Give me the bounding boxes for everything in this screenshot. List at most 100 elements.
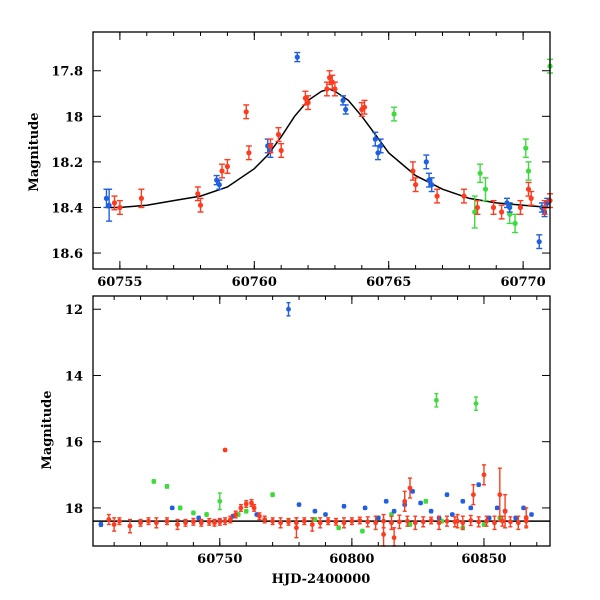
top-data-point bbox=[278, 147, 284, 154]
top-data-point bbox=[482, 186, 489, 192]
top-data-point bbox=[361, 104, 368, 110]
bottom-data-point bbox=[365, 519, 371, 525]
bottom-data-point bbox=[164, 484, 170, 489]
bottom-data-point bbox=[336, 525, 342, 531]
top-data-point bbox=[106, 202, 112, 208]
top-data-point bbox=[499, 209, 505, 215]
bottom-data-point bbox=[468, 518, 474, 523]
top-data-point bbox=[434, 193, 440, 199]
top-x-tick-label: 60755 bbox=[97, 275, 142, 290]
top-data-point bbox=[243, 109, 249, 115]
bottom-data-point bbox=[373, 520, 379, 526]
top-y-axis-title: Magnitude bbox=[27, 112, 42, 191]
top-data-point bbox=[528, 195, 534, 201]
bottom-data-point bbox=[362, 505, 368, 511]
bottom-data-point bbox=[146, 518, 151, 524]
bottom-data-point bbox=[117, 518, 122, 524]
bottom-data-point bbox=[515, 520, 521, 526]
top-data-point bbox=[224, 163, 230, 170]
bottom-y-tick-label: 14 bbox=[65, 369, 83, 384]
top-data-point bbox=[246, 150, 252, 156]
bottom-data-point bbox=[423, 498, 429, 504]
bottom-x-tick-label: 60800 bbox=[329, 552, 374, 567]
bottom-data-point bbox=[418, 500, 423, 506]
bottom-data-point bbox=[492, 520, 497, 526]
bottom-data-point bbox=[502, 508, 508, 514]
top-data-point bbox=[275, 131, 282, 138]
bottom-data-point bbox=[389, 520, 394, 526]
bottom-data-point bbox=[476, 482, 482, 488]
bottom-data-point bbox=[341, 503, 347, 509]
bottom-data-point bbox=[444, 492, 450, 498]
bottom-data-point bbox=[428, 508, 434, 514]
bottom-data-point bbox=[444, 518, 450, 524]
bottom-data-point bbox=[217, 498, 223, 504]
bottom-data-point bbox=[476, 519, 482, 525]
top-data-point bbox=[525, 186, 532, 192]
top-data-point bbox=[267, 143, 273, 149]
top-data-point bbox=[413, 182, 419, 188]
top-data-points bbox=[103, 51, 553, 250]
top-data-point bbox=[523, 145, 529, 151]
top-x-tick-label: 60765 bbox=[366, 275, 411, 290]
top-x-tick-label: 60760 bbox=[232, 275, 277, 290]
bottom-data-point bbox=[360, 528, 365, 534]
top-data-point bbox=[327, 75, 333, 81]
bottom-data-point bbox=[294, 525, 299, 531]
top-data-point bbox=[507, 211, 513, 217]
bottom-plot-frame bbox=[92, 295, 551, 547]
bottom-data-point bbox=[296, 502, 302, 507]
top-data-point bbox=[472, 209, 478, 215]
bottom-data-point bbox=[98, 522, 104, 527]
bottom-x-axis-title: HJD-2400000 bbox=[272, 572, 371, 587]
top-y-tick-label: 18 bbox=[65, 110, 83, 125]
bottom-data-point bbox=[428, 518, 434, 523]
bottom-data-point bbox=[312, 508, 318, 514]
top-data-point bbox=[117, 204, 123, 211]
bottom-data-point bbox=[301, 518, 307, 524]
top-data-point bbox=[490, 204, 497, 211]
bottom-data-point bbox=[494, 505, 500, 511]
bottom-data-point bbox=[436, 520, 442, 526]
bottom-data-point bbox=[500, 518, 505, 524]
bottom-data-point bbox=[286, 519, 291, 525]
bottom-data-point bbox=[405, 518, 410, 524]
bottom-data-point bbox=[286, 306, 291, 312]
bottom-data-point bbox=[191, 519, 196, 525]
top-data-point bbox=[216, 182, 222, 188]
bottom-data-point bbox=[204, 512, 210, 517]
bottom-data-point bbox=[127, 523, 133, 529]
top-data-point bbox=[525, 168, 532, 174]
bottom-data-point bbox=[484, 518, 489, 524]
bottom-data-point bbox=[238, 505, 244, 511]
bottom-data-point bbox=[177, 505, 183, 511]
top-data-point bbox=[305, 100, 311, 106]
bottom-data-point bbox=[206, 519, 212, 525]
top-data-point bbox=[477, 170, 483, 176]
top-data-point bbox=[332, 86, 338, 92]
top-data-point bbox=[340, 97, 346, 103]
bottom-data-point bbox=[111, 522, 117, 527]
top-data-point bbox=[372, 136, 378, 142]
top-data-point bbox=[195, 191, 201, 197]
bottom-data-point bbox=[257, 513, 262, 519]
bottom-data-point bbox=[455, 518, 460, 524]
top-data-point bbox=[474, 204, 480, 211]
bottom-y-tick-label: 16 bbox=[65, 436, 83, 451]
top-y-tick-label: 17.8 bbox=[51, 65, 83, 80]
bottom-data-point bbox=[317, 520, 323, 526]
bottom-x-tick-label: 60850 bbox=[461, 552, 506, 567]
bottom-data-point bbox=[357, 518, 363, 523]
top-data-point bbox=[507, 204, 513, 211]
bottom-data-point bbox=[309, 522, 315, 527]
bottom-data-point bbox=[333, 519, 339, 525]
bottom-data-point bbox=[270, 492, 275, 498]
bottom-data-point bbox=[407, 485, 413, 491]
bottom-data-point bbox=[323, 512, 328, 517]
top-data-point bbox=[426, 177, 432, 183]
top-data-point bbox=[302, 95, 308, 101]
bottom-data-point bbox=[154, 520, 159, 526]
bottom-data-point bbox=[151, 479, 157, 484]
top-axis-ticks: 60755 60760 60765 60770 17.8 18 18.2 18.4 18.6 bbox=[51, 32, 551, 290]
